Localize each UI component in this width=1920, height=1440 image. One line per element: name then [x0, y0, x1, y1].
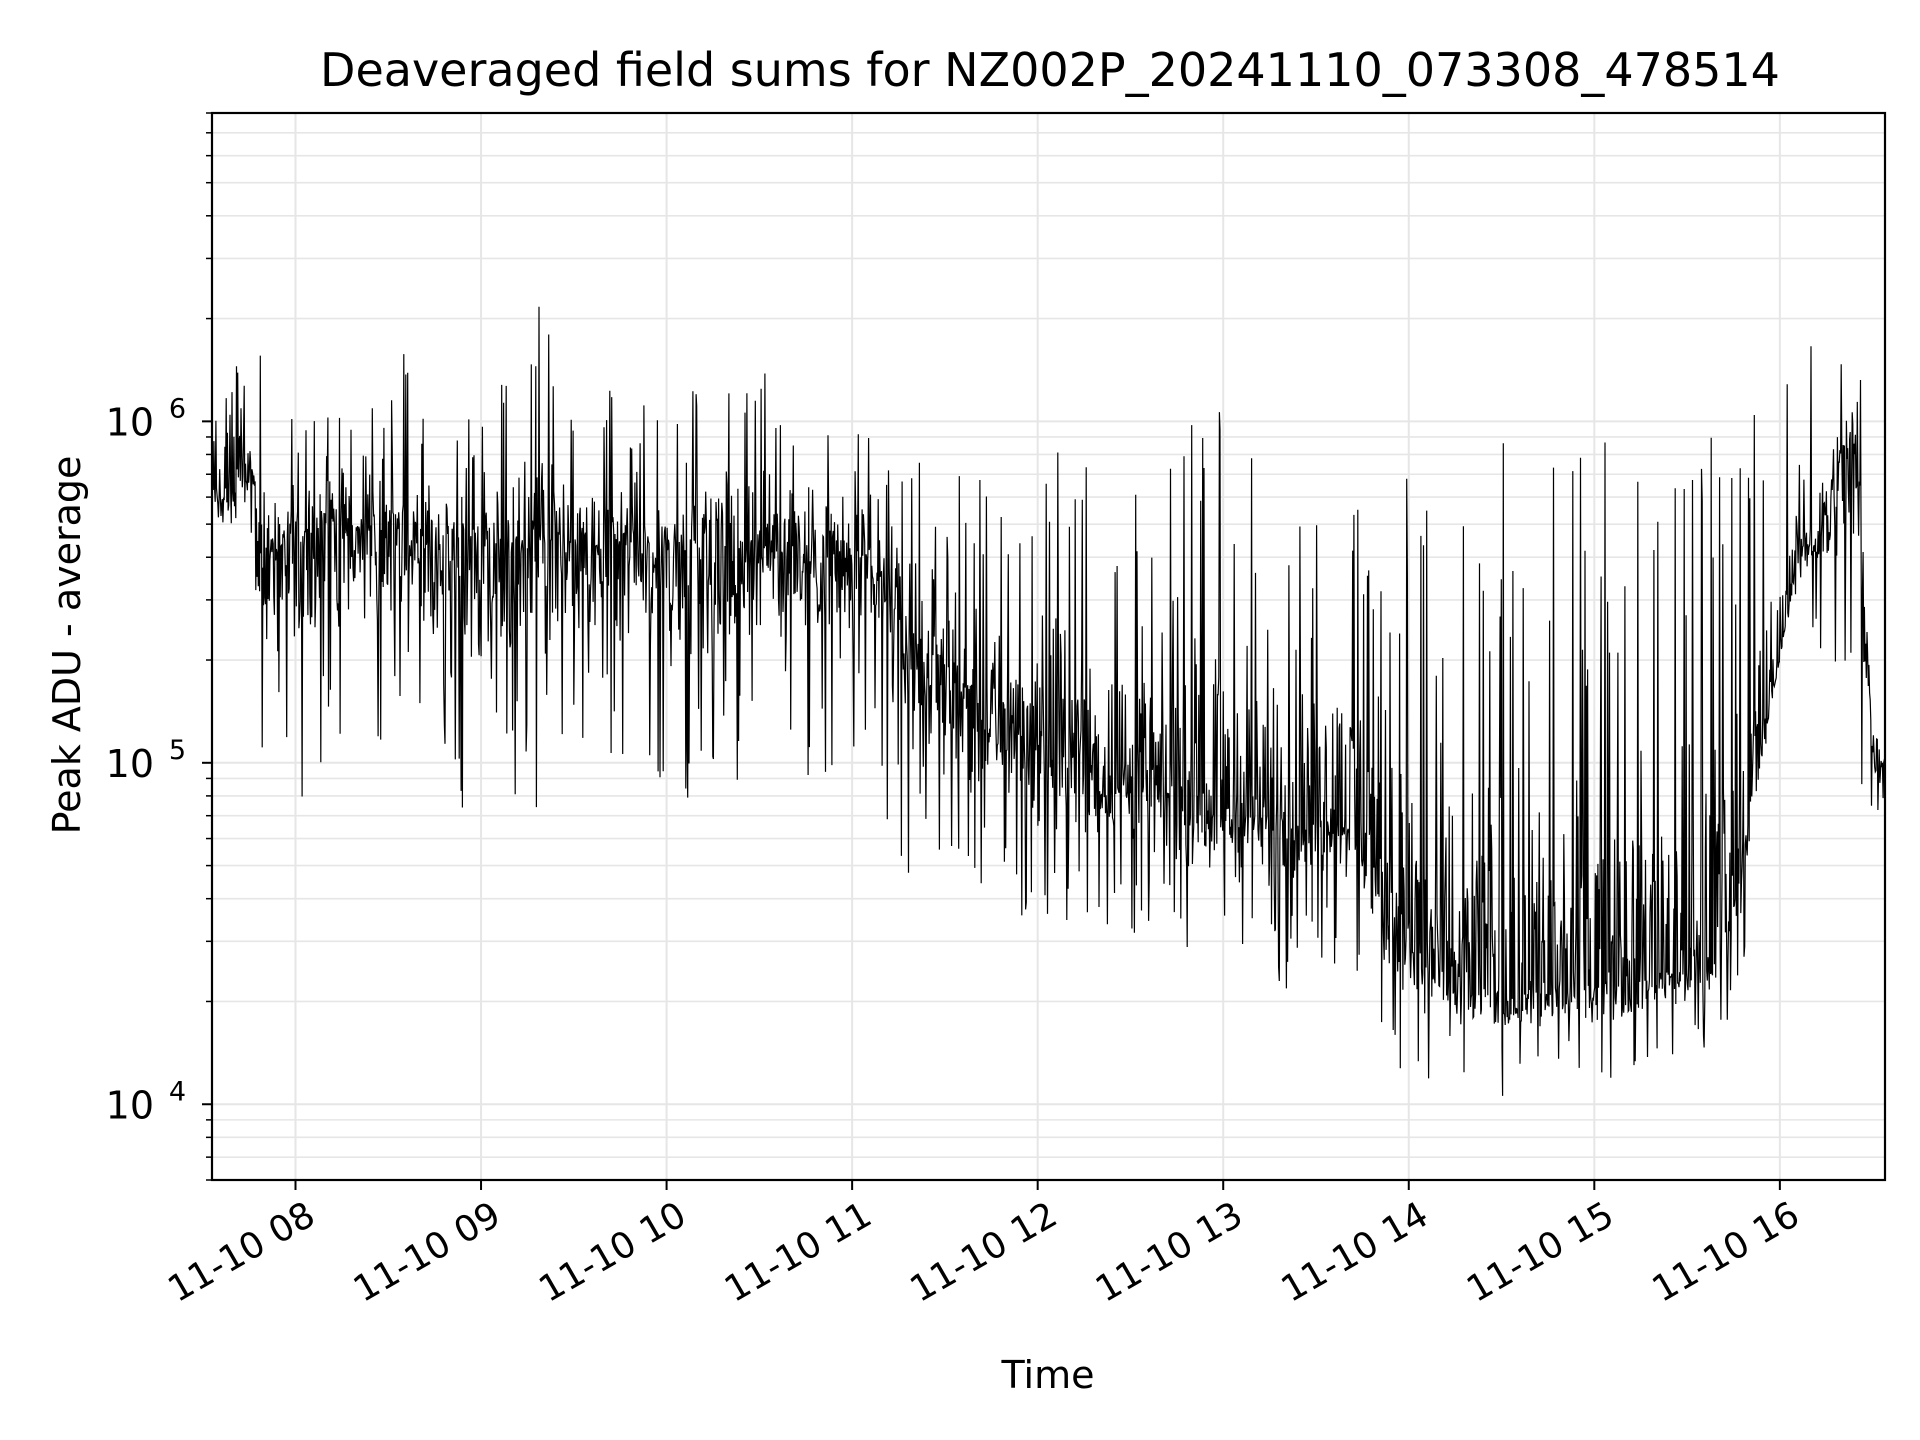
x-axis: 11-10 08 11-10 09 11-10 10 11-10 11 11-10 12… [161, 1180, 1806, 1311]
x-tick-label: 11-10 14 [1275, 1194, 1436, 1310]
plot-frame [210, 111, 1887, 1182]
y-tick-label: 10 [106, 400, 154, 444]
chart-title: Deaveraged field sums for NZ002P_2024111… [320, 43, 1780, 97]
x-axis-label: Time [1001, 1353, 1095, 1397]
x-tick-label: 11-10 12 [904, 1194, 1065, 1310]
x-tick-label: 11-10 13 [1089, 1194, 1250, 1310]
x-tick-label: 11-10 15 [1460, 1194, 1621, 1310]
x-tick-label: 11-10 11 [718, 1194, 879, 1310]
y-tick-exponent: 5 [169, 735, 186, 766]
data-layer [212, 306, 1885, 1096]
y-axis: 10 4 10 5 10 6 [106, 112, 212, 1181]
x-tick-label: 11-10 16 [1646, 1194, 1807, 1310]
y-tick-label: 10 [106, 742, 154, 786]
x-tick-label: 11-10 10 [532, 1194, 693, 1310]
x-tick-label: 11-10 09 [347, 1194, 508, 1310]
y-tick-exponent: 4 [169, 1076, 186, 1107]
y-tick-label: 10 [106, 1083, 154, 1127]
y-axis-label: Peak ADU - average [45, 456, 89, 835]
series-line [212, 306, 1885, 1096]
x-tick-label: 11-10 08 [161, 1194, 322, 1310]
y-tick-exponent: 6 [169, 393, 186, 424]
